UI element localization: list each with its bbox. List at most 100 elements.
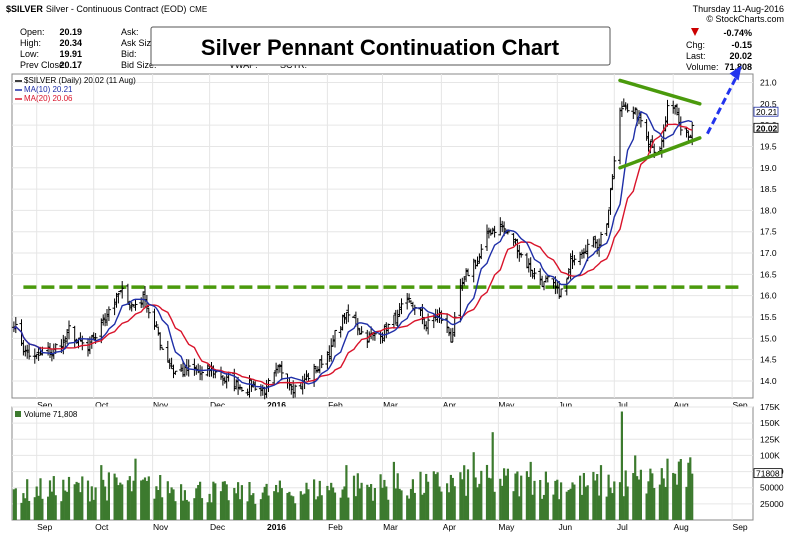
volume-label: Volume: <box>686 62 719 72</box>
volume-bar <box>77 482 80 520</box>
volume-bar <box>267 495 270 520</box>
price-bar <box>120 281 125 299</box>
volume-bar <box>358 488 361 520</box>
volume-bar <box>632 473 635 520</box>
price-bar <box>599 231 603 247</box>
volume-bar <box>314 499 318 520</box>
high-value: 20.34 <box>59 38 82 48</box>
volume-bar <box>579 475 582 520</box>
volume-bar <box>147 476 150 520</box>
volume-bar <box>92 499 95 520</box>
volume-bar <box>413 492 416 520</box>
volume-bar <box>674 473 677 520</box>
volume-bar <box>459 472 462 520</box>
volume-bar <box>493 491 496 520</box>
legend-ma10: MA(10) 20.21 <box>24 85 73 94</box>
volume-bar <box>273 491 276 520</box>
price-panel: 14.0 14.5 15.0 15.5 16.0 16.5 17.0 17.5 18.0 18.5… <box>11 65 779 410</box>
moving-averages <box>13 110 693 389</box>
price-bar <box>116 292 121 304</box>
volume-bar <box>512 491 515 520</box>
last-value: 20.02 <box>729 51 752 61</box>
brand-watermark: © StockCharts.com <box>706 14 784 24</box>
volume-bar <box>506 468 509 520</box>
symbol: $SILVER <box>6 4 43 14</box>
volume-bar <box>235 493 238 520</box>
volume-bar <box>157 490 160 520</box>
volume-bar <box>368 486 371 520</box>
volume-bar <box>143 477 147 520</box>
legend-price: $SILVER (Daily) 20.02 (11 Aug) <box>24 76 136 85</box>
asksize-label: Ask Size: <box>121 38 159 48</box>
price-y-tick-label: 19.5 <box>760 141 777 151</box>
volume-bar <box>128 476 131 520</box>
volume-bar <box>181 500 185 520</box>
volume-last-label-layer: 71808 <box>753 468 783 479</box>
volume-bar <box>609 487 612 520</box>
price-bar <box>36 346 41 361</box>
volume-bar <box>126 480 129 520</box>
volume-bar <box>161 497 164 520</box>
volume-y-tick-label: 150K <box>760 418 780 428</box>
volume-bar <box>64 490 67 520</box>
volume-bar <box>183 490 186 520</box>
prevclose-label: Prev Close: <box>20 60 67 70</box>
volume-bar <box>240 485 243 520</box>
volume-bar <box>396 473 399 520</box>
pennant-upper-line <box>618 78 702 106</box>
volume-bar <box>121 484 124 520</box>
volume-x-tick-label: Feb <box>328 522 343 532</box>
volume-bar <box>689 457 692 520</box>
volume-bar <box>539 479 542 520</box>
chg-label: Chg: <box>686 40 705 50</box>
volume-bar <box>339 497 342 520</box>
volume-bar <box>409 488 413 520</box>
volume-bar <box>675 484 679 520</box>
volume-bar <box>411 479 414 520</box>
volume-bar <box>33 497 36 520</box>
volume-bar <box>677 461 680 520</box>
volume-bar <box>423 492 426 520</box>
volume-bar <box>436 472 439 520</box>
volume-bar <box>541 498 544 520</box>
volume-bar <box>679 459 682 520</box>
volume-bar <box>461 479 464 520</box>
price-x-tick-label: Mar <box>383 400 398 410</box>
price-x-tick-label: Sep <box>733 400 748 410</box>
volume-bar <box>170 487 173 520</box>
volume-bar <box>22 493 25 520</box>
volume-bar <box>140 480 143 520</box>
volume-bar <box>664 486 667 520</box>
price-x-tick-label: Sep <box>37 400 52 410</box>
price-bar <box>186 359 191 377</box>
volume-bar <box>385 486 388 520</box>
price-bar <box>306 372 311 382</box>
volume-bar <box>155 486 158 520</box>
price-y-tick-label: 15.0 <box>760 333 777 343</box>
price-y-tick-label: 15.5 <box>760 312 777 322</box>
volume-bar <box>341 489 344 520</box>
description: Silver - Continuous Contract (EOD) <box>46 4 187 14</box>
volume-bar <box>210 502 213 520</box>
volume-bar <box>425 473 428 520</box>
volume-bar <box>503 468 506 520</box>
price-y-tick-label: 21.0 <box>760 78 777 88</box>
change-percent: -0.74% <box>723 28 752 38</box>
ma10-line <box>13 110 693 389</box>
volume-bar <box>529 461 532 520</box>
volume-bar <box>373 488 376 520</box>
volume-y-tick-label: 125K <box>760 434 780 444</box>
volume-bar <box>371 500 375 520</box>
volume-legend: Volume 71,808 <box>15 410 78 419</box>
volume-bar <box>531 494 534 520</box>
volume-bar <box>651 473 654 520</box>
volume-bar <box>28 500 31 520</box>
volume-y-tick-label: 50000 <box>760 483 784 493</box>
volume-bar <box>261 492 264 520</box>
volume-bar <box>647 481 650 520</box>
price-bar <box>479 244 484 260</box>
low-label: Low: <box>20 49 39 59</box>
volume-bar <box>347 497 350 520</box>
price-bar <box>585 239 590 262</box>
